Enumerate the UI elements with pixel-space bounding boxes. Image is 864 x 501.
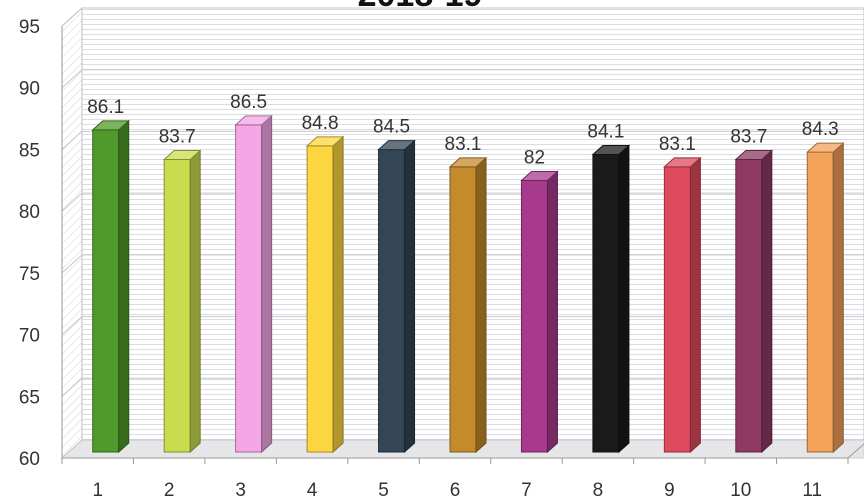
data-label: 86.5 [230, 92, 267, 113]
y-axis: 60 65 70 75 80 85 90 95 [19, 17, 63, 470]
bar-side [118, 119, 130, 454]
data-label: 84.1 [587, 122, 624, 143]
bar-top [663, 157, 702, 168]
x-tick-label: 2 [164, 480, 175, 501]
gridline-side [61, 131, 83, 150]
bar-side [546, 170, 558, 454]
bar-front [520, 179, 548, 453]
bars [91, 114, 845, 454]
data-label: 84.3 [802, 119, 839, 140]
bar-front [592, 154, 620, 453]
gridline-side [61, 439, 83, 459]
bar-top [591, 145, 631, 156]
x-tick-label: 8 [593, 480, 604, 501]
y-tick-label: 90 [19, 79, 40, 100]
bar-side [761, 149, 773, 454]
bar [520, 170, 559, 454]
bar [448, 156, 488, 454]
bar-side [404, 139, 416, 454]
bar-side [261, 114, 273, 454]
chart-title: 2018-19 [358, 0, 483, 14]
y-tick-label: 80 [19, 202, 40, 223]
bar-front [735, 158, 763, 453]
bar-front [163, 158, 191, 453]
bar-side [332, 135, 344, 454]
x-tick-label: 7 [521, 480, 532, 501]
bar-front [92, 129, 120, 453]
data-label: 83.1 [659, 134, 696, 155]
x-axis: 1 2 3 4 5 6 7 8 9 10 11 [61, 443, 864, 501]
bar [91, 119, 131, 454]
x-tick-label: 9 [664, 480, 675, 501]
bar-side [832, 141, 844, 454]
x-tick-label: 6 [450, 480, 461, 501]
bar-top [805, 142, 845, 153]
bar-front [663, 166, 691, 453]
bar-top [234, 115, 273, 126]
bar-front [806, 151, 834, 453]
x-tick-label: 3 [235, 480, 246, 501]
bar [805, 141, 845, 454]
gridline-side [61, 377, 83, 397]
y-tick-label: 70 [19, 326, 40, 347]
bar-side [189, 149, 201, 454]
x-tick-label: 1 [92, 480, 103, 501]
bar [591, 144, 631, 454]
bar-top [305, 136, 345, 147]
bar [234, 114, 273, 454]
bar-top [734, 149, 774, 160]
bar [734, 149, 774, 454]
bar-top [520, 170, 559, 181]
y-tick-label: 65 [19, 387, 40, 408]
gridline-side [61, 7, 83, 27]
data-label: 86.1 [87, 97, 124, 118]
bar-top [448, 157, 488, 168]
gridline-side [61, 192, 83, 212]
side-wall [61, 6, 83, 460]
bar-top [162, 149, 202, 160]
bar-front [235, 124, 263, 453]
bar-side [475, 156, 487, 454]
x-tick-label: 5 [378, 480, 389, 501]
data-labels: 86.1 83.7 86.5 84.8 84.5 83.1 82 84.1 83.1 83.7 84… [87, 92, 839, 169]
bar [162, 149, 202, 454]
y-tick-label: 75 [19, 264, 40, 285]
bar [663, 156, 702, 454]
x-tick-label: 11 [802, 480, 822, 501]
bar [305, 135, 345, 454]
x-axis-end [847, 443, 864, 459]
y-tick-label: 95 [19, 17, 40, 38]
data-label: 83.7 [159, 126, 196, 147]
data-label: 83.1 [445, 134, 482, 155]
gridline-side [61, 316, 83, 335]
bar-top [377, 140, 416, 151]
data-label: 82 [524, 147, 545, 168]
bar-top [91, 120, 131, 131]
bar-side [689, 156, 701, 454]
bar [377, 139, 416, 454]
data-label: 83.7 [730, 126, 767, 147]
gridline-side [61, 254, 83, 274]
y-tick-label: 60 [19, 449, 40, 470]
data-label: 84.8 [302, 113, 339, 134]
y-tick-label: 85 [19, 140, 40, 161]
bar-front [306, 145, 334, 453]
data-label: 84.5 [373, 117, 410, 138]
bar-front [378, 149, 406, 453]
x-tick-label: 10 [730, 480, 751, 501]
gridline-side [61, 69, 83, 89]
x-tick-label: 4 [307, 480, 318, 501]
bar-front [449, 166, 477, 453]
bar-side [618, 144, 630, 454]
